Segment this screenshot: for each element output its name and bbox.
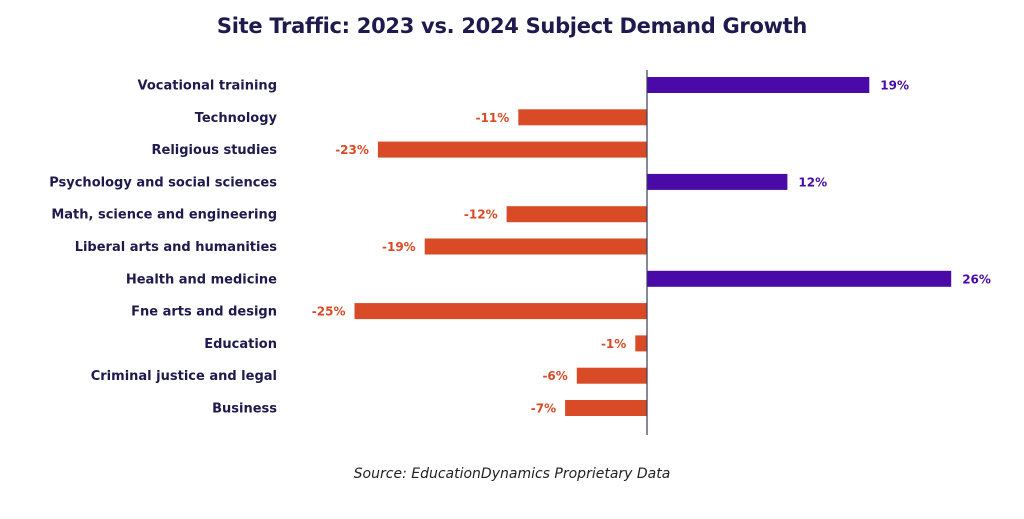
category-label: Math, science and engineering: [51, 208, 277, 223]
data-label: -23%: [335, 143, 369, 157]
category-label: Business: [212, 402, 277, 417]
data-label: -11%: [476, 111, 510, 125]
category-label: Religious studies: [152, 143, 278, 158]
bar: [565, 400, 647, 416]
data-label: -25%: [312, 305, 346, 319]
category-label: Criminal justice and legal: [91, 369, 277, 384]
data-label: -1%: [601, 337, 626, 351]
data-label: -7%: [531, 402, 556, 416]
category-label: Liberal arts and humanities: [75, 240, 278, 255]
data-label: -6%: [542, 369, 567, 383]
bar: [354, 303, 647, 320]
data-label: 19%: [880, 79, 909, 93]
category-label: Fne arts and design: [131, 305, 277, 320]
bar: [576, 367, 647, 384]
bar: [647, 270, 952, 287]
category-label: Vocational training: [138, 79, 278, 94]
bar: [647, 77, 870, 93]
bar: [377, 141, 647, 158]
chart-title: Site Traffic: 2023 vs. 2024 Subject Dema…: [216, 14, 808, 38]
data-label: -19%: [382, 240, 416, 254]
category-label: Technology: [195, 111, 278, 126]
data-label: 26%: [962, 272, 991, 286]
category-label: Health and medicine: [126, 272, 277, 287]
bar: [647, 173, 788, 190]
category-label: Psychology and social sciences: [49, 175, 277, 190]
bar: [635, 335, 647, 352]
bar: [518, 109, 647, 126]
data-label: -12%: [464, 208, 498, 222]
data-label: 12%: [798, 175, 827, 189]
category-label: Education: [204, 337, 277, 352]
bar: [506, 206, 647, 223]
bar: [424, 238, 647, 255]
source-note: Source: EducationDynamics Proprietary Da…: [353, 466, 671, 482]
